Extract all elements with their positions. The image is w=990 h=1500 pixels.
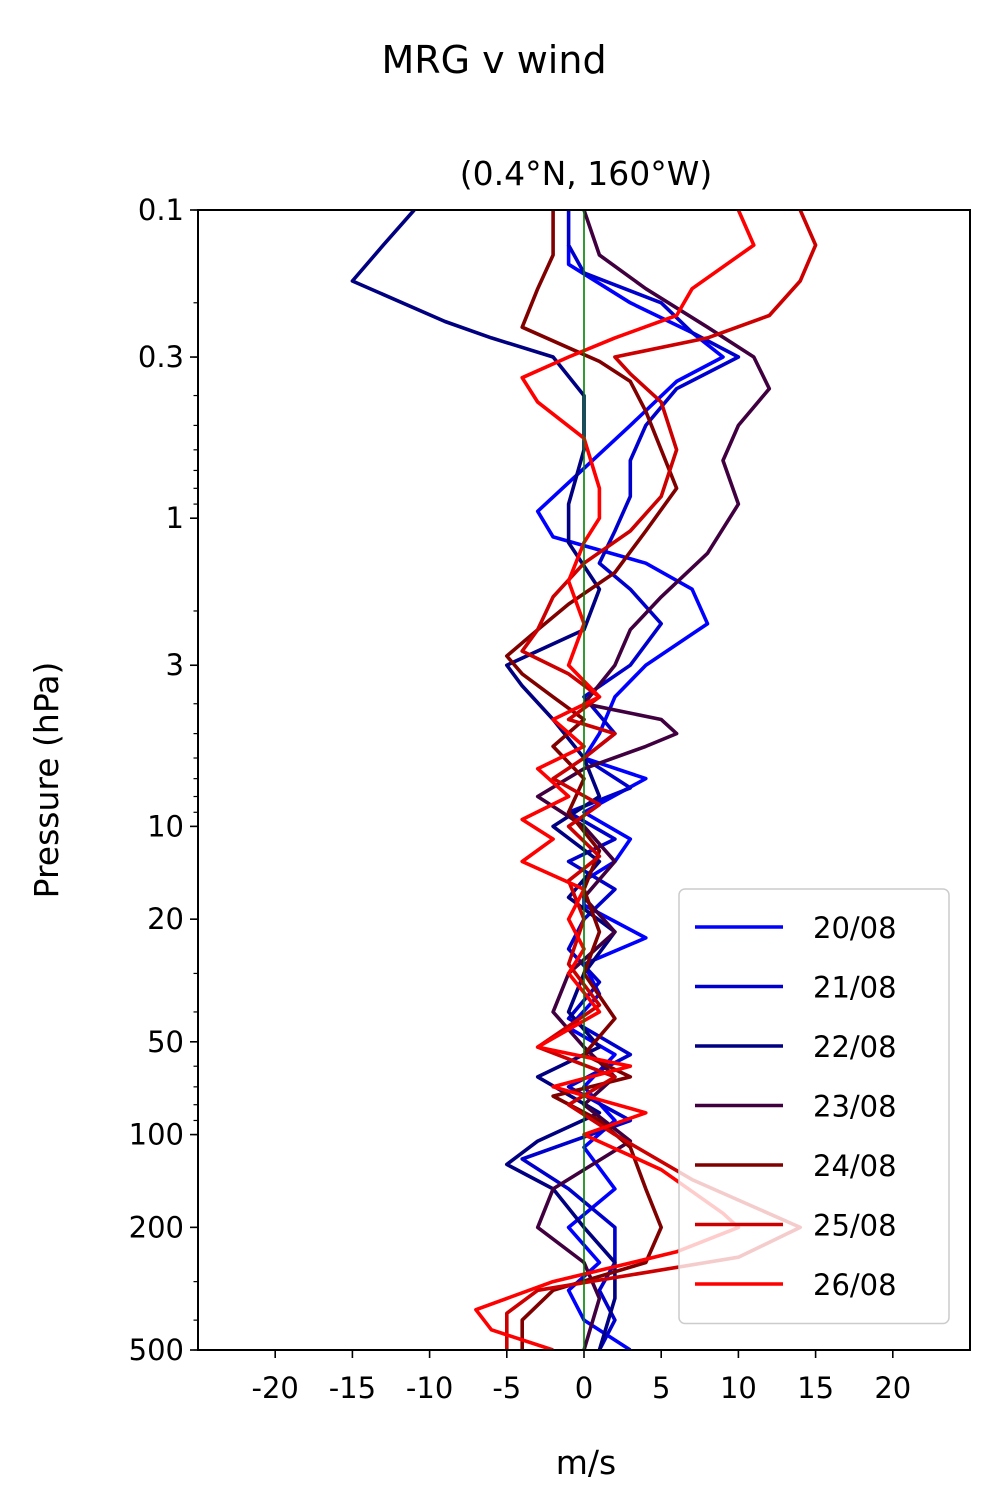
legend: 20/08 21/08 22/08 23/08 24/08 25/08 26/08: [678, 888, 950, 1325]
y-tick-label: 200: [129, 1210, 184, 1244]
series-line-21-08: [520, 210, 741, 1350]
y-tick-label: 10: [147, 809, 184, 843]
y-tick-label: 100: [129, 1118, 184, 1152]
legend-label: 25/08: [813, 1209, 897, 1243]
chart-title: (0.4°N, 160°W): [460, 154, 713, 193]
legend-label: 22/08: [813, 1030, 897, 1064]
x-axis-label: m/s: [556, 1443, 616, 1482]
y-axis-label: Pressure (hPa): [27, 662, 66, 899]
x-tick-label: 0: [575, 1371, 593, 1405]
series-line-24-08: [505, 210, 679, 1350]
x-tick-label: 15: [797, 1371, 834, 1405]
x-tick-label: 5: [652, 1371, 670, 1405]
legend-label: 24/08: [813, 1149, 897, 1183]
axis-ticks: -20 -15 -10 -5 0 5 10 15 20 0.1 0.3 1 3 10 20 50 100 200 5…: [129, 193, 912, 1405]
legend-label: 26/08: [813, 1268, 897, 1302]
plot-frame: [197, 209, 971, 1351]
y-tick-label: 50: [147, 1025, 184, 1059]
x-tick-label: -10: [406, 1371, 453, 1405]
legend-label: 21/08: [813, 971, 897, 1005]
x-tick-label: -15: [329, 1371, 376, 1405]
y-tick-label: 3: [166, 648, 184, 682]
x-tick-label: -5: [492, 1371, 521, 1405]
y-tick-label: 500: [129, 1333, 184, 1367]
y-tick-label: 0.1: [138, 193, 184, 227]
legend-label: 20/08: [813, 911, 897, 945]
y-tick-label: 0.3: [138, 340, 184, 374]
chart-suptitle: MRG v wind: [381, 38, 606, 82]
legend-frame: [678, 888, 950, 1325]
legend-label: 23/08: [813, 1090, 897, 1124]
x-tick-label: -20: [252, 1371, 299, 1405]
x-tick-label: 10: [720, 1371, 757, 1405]
series-line-22-08: [350, 210, 617, 1350]
series-line-23-08: [535, 210, 772, 1350]
series-line-25-08: [505, 210, 818, 1350]
series-line-20-08: [535, 245, 725, 1350]
y-tick-label: 1: [166, 501, 184, 535]
y-tick-label: 20: [147, 902, 184, 936]
x-tick-label: 20: [874, 1371, 911, 1405]
